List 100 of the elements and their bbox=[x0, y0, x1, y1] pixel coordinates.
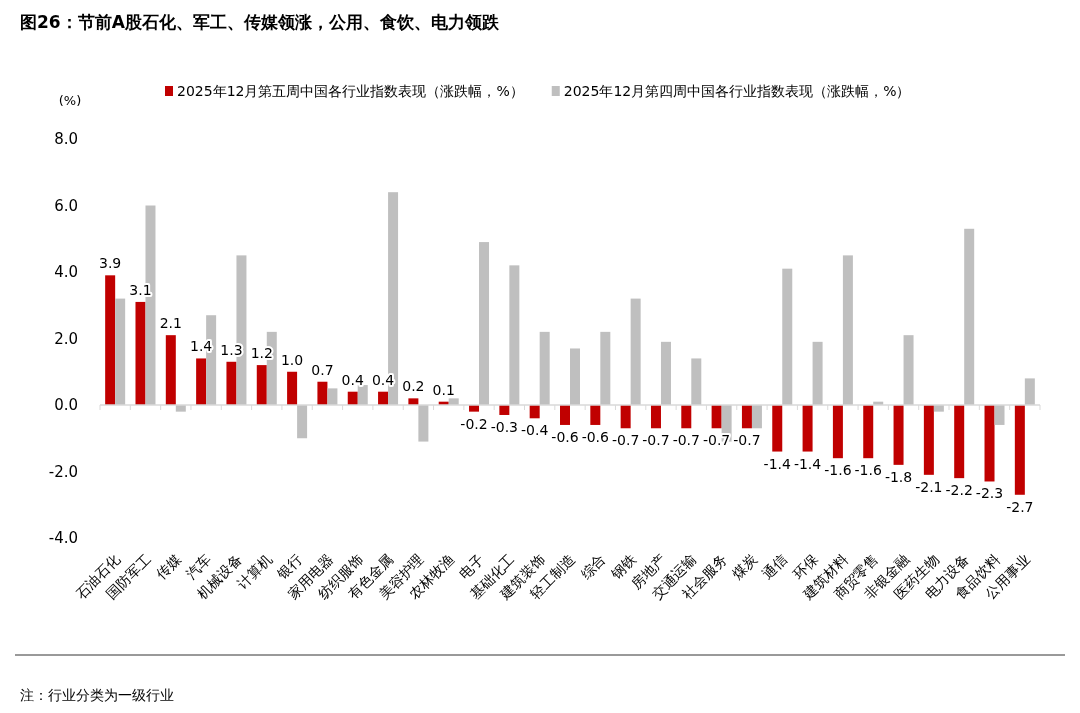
bar bbox=[175, 405, 186, 412]
bar bbox=[529, 405, 540, 419]
data-label: 2.1 bbox=[159, 315, 182, 332]
data-label: 0.4 bbox=[371, 371, 395, 388]
y-tick-label: 0.0 bbox=[54, 396, 78, 414]
bar bbox=[256, 365, 267, 405]
bar bbox=[802, 405, 813, 452]
bar bbox=[509, 265, 520, 405]
bar bbox=[600, 331, 611, 405]
x-tick-label: 综合 bbox=[577, 550, 609, 582]
bar bbox=[994, 405, 1005, 425]
bar bbox=[681, 405, 692, 429]
bar bbox=[408, 398, 419, 405]
bar bbox=[832, 405, 843, 459]
bar bbox=[782, 268, 793, 405]
bar bbox=[1024, 378, 1035, 405]
data-label: -0.7 bbox=[733, 432, 761, 449]
data-label: -1.8 bbox=[884, 468, 913, 485]
bar bbox=[751, 405, 762, 429]
data-label: -2.2 bbox=[945, 482, 973, 499]
data-label: 3.9 bbox=[99, 255, 122, 272]
bar bbox=[863, 405, 874, 459]
bar bbox=[499, 405, 510, 415]
data-label: -2.1 bbox=[915, 478, 943, 495]
bar bbox=[560, 405, 570, 425]
data-label: -1.6 bbox=[854, 462, 882, 479]
data-label: -0.2 bbox=[460, 415, 488, 432]
y-tick-label: 8.0 bbox=[54, 130, 78, 148]
data-label: 0.4 bbox=[341, 371, 364, 388]
bar bbox=[539, 331, 550, 405]
bar bbox=[115, 298, 126, 405]
bar bbox=[984, 405, 995, 482]
bar bbox=[469, 405, 480, 412]
y-tick-label: -2.0 bbox=[48, 462, 78, 481]
data-label: -2.3 bbox=[975, 485, 1004, 502]
data-label: 1.4 bbox=[190, 338, 213, 355]
bar bbox=[1014, 405, 1025, 495]
bar bbox=[660, 341, 671, 405]
data-label: 0.2 bbox=[402, 378, 425, 395]
bar bbox=[893, 405, 904, 465]
bar bbox=[347, 391, 358, 405]
bar bbox=[772, 405, 783, 452]
data-label: -0.6 bbox=[551, 428, 579, 445]
data-label: -0.6 bbox=[581, 428, 610, 445]
data-label: -1.4 bbox=[763, 455, 791, 472]
bar bbox=[842, 255, 853, 405]
chart-title: 图26：节前A股石化、军工、传媒领涨，公用、食饮、电力领跌 bbox=[20, 12, 500, 32]
data-label: -0.7 bbox=[672, 432, 700, 449]
data-label: -2.7 bbox=[1006, 498, 1034, 515]
data-label: -1.6 bbox=[824, 462, 852, 479]
bar bbox=[196, 358, 207, 405]
text: 注：行业分类为一级行业 bbox=[20, 687, 174, 703]
y-tick-label: 2.0 bbox=[54, 329, 78, 348]
bar bbox=[630, 298, 641, 405]
bar bbox=[448, 398, 459, 405]
data-label: -0.3 bbox=[490, 418, 519, 435]
bar bbox=[954, 405, 965, 479]
data-label: 0.7 bbox=[311, 361, 334, 378]
bar bbox=[479, 242, 490, 405]
y-axis-title: (%) bbox=[58, 93, 82, 108]
bar bbox=[711, 405, 722, 429]
bar bbox=[418, 405, 429, 442]
x-tick-label: 煤炭 bbox=[728, 550, 761, 582]
data-label: -0.7 bbox=[642, 432, 670, 449]
bar bbox=[620, 405, 631, 429]
bar bbox=[135, 301, 146, 405]
bar bbox=[650, 405, 661, 429]
legend-label: 2025年12月第四周中国各行业指数表现（涨跌幅，%） bbox=[563, 83, 911, 99]
data-label: -1.4 bbox=[793, 455, 822, 472]
bar bbox=[691, 358, 702, 405]
data-label: -0.4 bbox=[521, 422, 549, 439]
bar bbox=[317, 381, 328, 405]
bar bbox=[297, 405, 308, 439]
bar bbox=[327, 388, 338, 405]
x-tick-label: 通信 bbox=[759, 550, 791, 582]
bar bbox=[590, 405, 601, 425]
bar bbox=[378, 391, 389, 405]
bar bbox=[964, 228, 975, 405]
bar bbox=[741, 405, 752, 429]
y-tick-label: 6.0 bbox=[54, 196, 78, 215]
y-tick-label: 4.0 bbox=[54, 263, 78, 281]
data-label: 1.3 bbox=[220, 341, 243, 358]
bar bbox=[812, 341, 823, 405]
data-label: 0.1 bbox=[432, 381, 455, 398]
bar bbox=[105, 275, 116, 405]
legend-label: 2025年12月第五周中国各行业指数表现（涨跌幅，%） bbox=[177, 83, 524, 99]
bar bbox=[165, 335, 176, 405]
data-label: 1.2 bbox=[250, 345, 273, 362]
bar bbox=[923, 405, 934, 475]
bar bbox=[933, 405, 944, 412]
bar bbox=[287, 371, 298, 405]
bar bbox=[903, 335, 914, 405]
y-tick-label: -4.0 bbox=[48, 529, 78, 547]
bar bbox=[570, 348, 580, 405]
data-label: 1.0 bbox=[280, 351, 304, 368]
data-label: -0.7 bbox=[611, 432, 640, 449]
x-tick-label: 传媒 bbox=[152, 550, 184, 582]
data-label: -0.7 bbox=[702, 432, 731, 449]
bar bbox=[226, 361, 237, 405]
data-label: 3.1 bbox=[129, 281, 152, 298]
